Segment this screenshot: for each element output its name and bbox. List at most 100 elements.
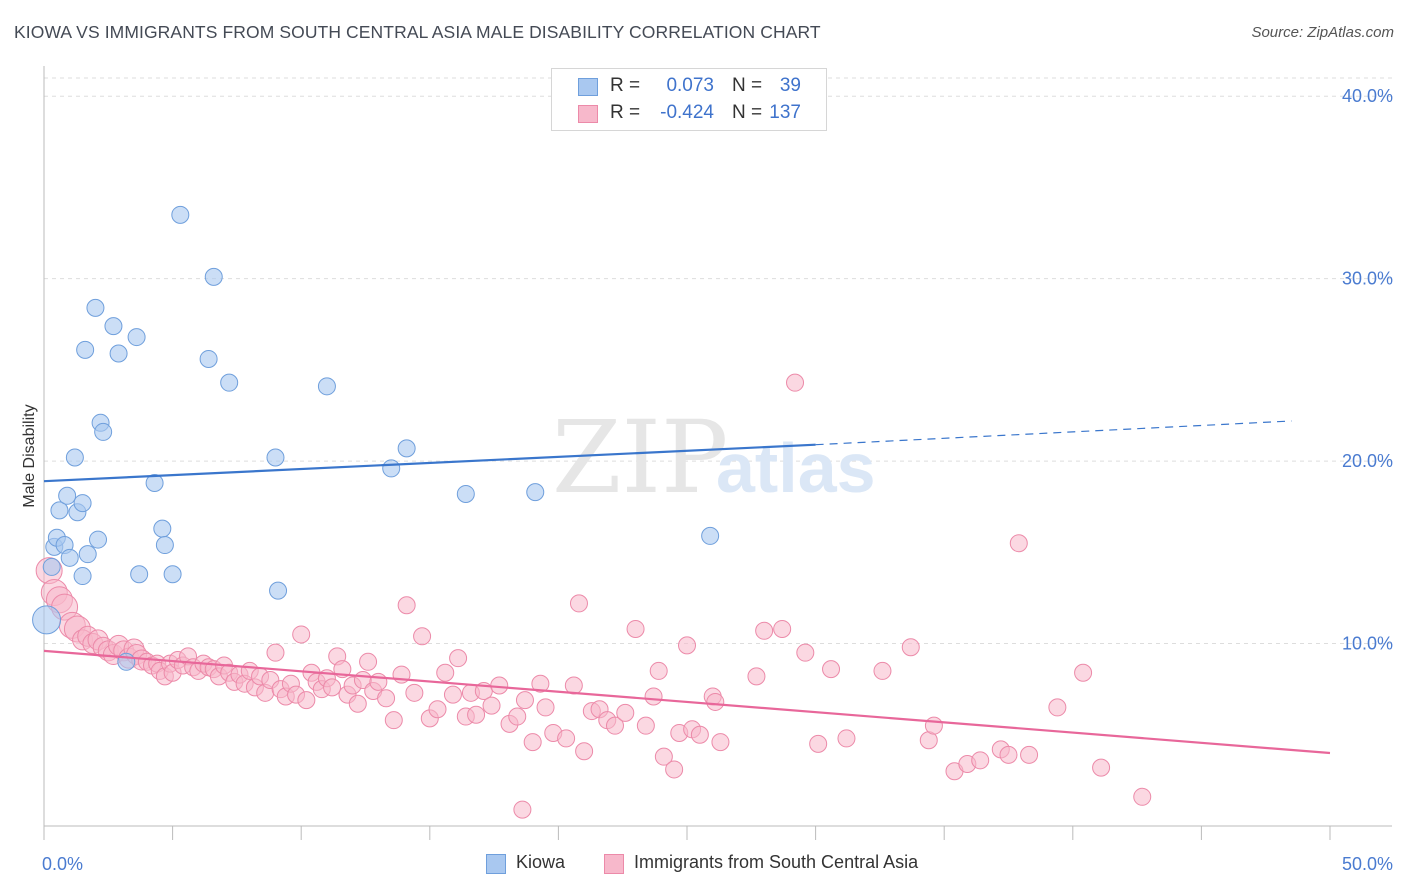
immigrants-point: [1009, 534, 1028, 553]
immigrants-point: [449, 649, 468, 668]
immigrants-point: [678, 636, 696, 655]
immigrants-point: [482, 696, 501, 715]
watermark-zip: ZIP: [552, 399, 728, 516]
immigrants-point: [626, 619, 645, 638]
kiowa-point: [153, 519, 172, 538]
immigrants-point: [796, 643, 815, 662]
immigrants-point: [1020, 745, 1039, 764]
immigrants-point: [377, 689, 396, 708]
kiowa-point: [266, 448, 285, 467]
immigrants-point: [508, 707, 527, 726]
immigrants-point: [1133, 787, 1152, 806]
kiowa-point: [163, 565, 182, 584]
r-label: R =: [610, 75, 641, 96]
kiowa-trend-extension: [815, 420, 1292, 446]
immigrants-point: [605, 716, 624, 735]
immigrants-point: [359, 652, 378, 671]
immigrants-point: [809, 734, 828, 753]
immigrants-legend-swatch: [604, 854, 624, 874]
immigrants-point: [266, 643, 285, 662]
stats-legend-row-immigrants: R = -0.424 N = 137: [552, 102, 826, 128]
trend-lines: [43, 420, 1331, 755]
kiowa-point: [220, 373, 239, 392]
immigrants-point: [901, 638, 920, 657]
watermark-atlas: atlas: [716, 429, 876, 507]
y-tick-label: 40.0%: [1342, 86, 1393, 106]
kiowa-point: [171, 205, 190, 224]
kiowa-point: [78, 545, 97, 564]
n-value: 137: [769, 102, 801, 123]
source-label: Source: ZipAtlas.com: [1251, 24, 1394, 41]
r-value: -0.424: [660, 102, 714, 123]
immigrants-point: [873, 661, 892, 680]
y-axis-title: Male Disability: [21, 404, 38, 507]
kiowa-point: [155, 536, 174, 555]
legend-item-kiowa: Kiowa: [486, 852, 606, 876]
x-tick-label: 0.0%: [42, 854, 83, 874]
immigrants-point: [711, 733, 730, 752]
n-label: N =: [732, 75, 763, 96]
kiowa-point: [701, 526, 720, 545]
immigrants-point: [636, 716, 655, 735]
kiowa-point: [65, 448, 84, 467]
kiowa-point: [145, 474, 164, 493]
kiowa-point: [42, 557, 61, 576]
kiowa-legend-swatch: [486, 854, 506, 874]
immigrants-point: [384, 711, 403, 730]
immigrants-point: [644, 687, 663, 706]
immigrants-point: [513, 800, 532, 819]
y-tick-label: 20.0%: [1342, 451, 1393, 471]
kiowa-point: [76, 340, 95, 359]
immigrants-point: [443, 685, 462, 704]
immigrants-point: [436, 663, 455, 682]
stats-legend-row-kiowa: R = 0.073 N = 39: [552, 75, 826, 101]
stats-legend: R = 0.073 N = 39 R = -0.424 N = 137: [551, 68, 827, 131]
legend-label-immigrants: Immigrants from South Central Asia: [634, 852, 919, 872]
immigrants-point: [1048, 698, 1067, 717]
immigrants-point: [557, 729, 576, 748]
immigrants-point: [405, 683, 424, 702]
kiowa-point: [89, 530, 108, 549]
legend-item-immigrants: Immigrants from South Central Asia: [604, 852, 984, 876]
kiowa-point: [204, 267, 223, 286]
immigrants-point: [971, 751, 990, 770]
immigrants-point: [747, 667, 766, 686]
kiowa-swatch: [578, 78, 598, 96]
immigrants-point: [575, 742, 594, 761]
kiowa-point: [526, 483, 545, 502]
kiowa-point: [58, 486, 77, 505]
kiowa-point: [130, 565, 149, 584]
immigrants-point: [786, 373, 805, 392]
kiowa-point: [199, 349, 218, 368]
immigrants-point: [297, 691, 316, 710]
immigrants-point: [467, 705, 486, 724]
immigrants-point: [616, 703, 635, 722]
immigrants-point: [649, 661, 668, 680]
x-tick-label: 50.0%: [1342, 854, 1393, 874]
immigrants-point: [654, 747, 673, 766]
kiowa-point: [317, 377, 336, 396]
immigrants-point: [569, 594, 588, 613]
y-tick-label: 30.0%: [1342, 269, 1393, 289]
kiowa-point: [73, 494, 92, 513]
kiowa-point: [397, 439, 416, 458]
r-label: R =: [610, 102, 641, 123]
kiowa-point: [50, 501, 69, 520]
immigrants-point: [665, 760, 684, 779]
chart-title: KIOWA VS IMMIGRANTS FROM SOUTH CENTRAL A…: [14, 22, 821, 42]
kiowa-point: [456, 484, 475, 503]
immigrants-swatch: [578, 105, 598, 123]
immigrants-point: [690, 725, 709, 744]
kiowa-point: [86, 298, 105, 317]
legend-label-kiowa: Kiowa: [516, 852, 566, 872]
kiowa-point: [127, 328, 146, 347]
axes: 10.0% 20.0% 30.0% 40.0% 0.0% 50.0%: [42, 66, 1393, 874]
kiowa-trend-line: [43, 443, 816, 483]
kiowa-point: [73, 567, 92, 586]
immigrants-point: [428, 700, 447, 719]
series-kiowa: [32, 205, 720, 671]
immigrants-point: [323, 678, 342, 697]
immigrants-point: [536, 698, 555, 717]
grid-lines: [44, 77, 1392, 645]
